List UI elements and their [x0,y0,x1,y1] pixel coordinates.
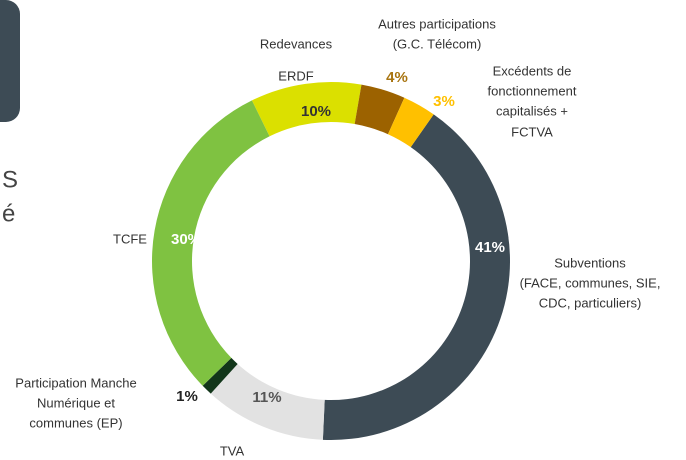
category-label: Numérique et [37,395,115,410]
donut-segment [210,363,325,440]
donut-segment [251,82,362,137]
donut-segment [387,97,434,148]
value-label: 1% [176,388,198,405]
value-label: 10% [301,103,331,120]
category-label: fonctionnement [488,83,577,98]
cropped-text: S [2,166,18,193]
category-label: (G.C. Télécom) [393,36,482,51]
value-label: 41% [475,239,505,256]
category-label: Redevances [260,36,333,51]
category-label: (FACE, communes, SIE, [520,275,661,290]
category-label: communes (EP) [29,415,122,430]
value-label: 11% [252,389,281,406]
category-label: TCFE [113,231,147,246]
category-label: capitalisés + [496,103,568,118]
cropped-text: é [2,200,15,227]
donut-segment [354,84,405,135]
value-label: 30% [171,231,201,248]
category-label: Autres participations [378,16,496,31]
category-label: FCTVA [511,124,553,139]
value-label: 3% [433,93,455,110]
category-label: ERDF [278,68,313,83]
category-label: TVA [220,443,245,458]
category-label: CDC, particuliers) [539,295,642,310]
donut-segment [152,100,270,386]
donut-segment [202,357,238,394]
category-label: Excédents de [493,63,572,78]
value-label: 4% [386,69,408,86]
category-label: Subventions [554,255,626,270]
category-label: Participation Manche [15,375,136,390]
cropped-panel [0,0,20,122]
donut-segment [322,114,511,441]
